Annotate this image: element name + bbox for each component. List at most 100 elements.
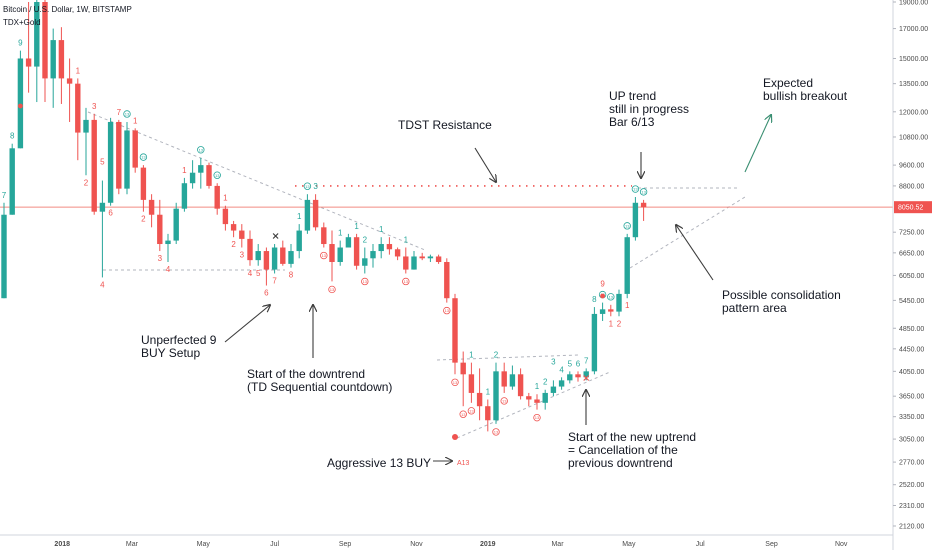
candle [9,143,15,215]
candle [608,304,614,317]
td-count-label: 1 [297,212,302,221]
chart-legend: Bitcoin / U.S. Dollar, 1W, BITSTAMP TDX+… [3,3,132,29]
candle-body [517,374,524,397]
td-sequential-layer: 7891234567123412123456781231121111212345… [2,39,648,440]
candle-body [534,399,540,403]
candle [444,258,450,303]
td-countdown-label: 13 [633,187,638,192]
y-tick-label: 3350.00 [899,414,924,421]
x-tick-label: Mar [551,541,564,548]
cross-stroke [583,375,590,381]
td-count-label: 1 [535,382,540,391]
td-countdown-circle [607,293,615,301]
td-countdown-circle [467,407,476,415]
candle [165,233,171,262]
x-marker-2019 [583,375,590,381]
candle [263,247,270,286]
annotation-expected-breakout-line: Expected [763,76,813,90]
td-countdown-marker: 13 [361,277,369,286]
candle-body [312,199,319,228]
candle-body [567,374,573,381]
y-tick-label: 4450.00 [899,346,924,353]
td-count-label: 1 [354,222,359,231]
candle-body [378,244,384,252]
td-countdown-circle [639,188,648,196]
candle-body [304,199,311,231]
candle-body [542,392,548,403]
candle [17,50,24,149]
candle [452,293,458,375]
x-tick-label: 2019 [480,541,496,548]
td-countdown-label: 13 [404,279,409,284]
candle-body [476,392,483,407]
candle [616,289,622,317]
candle-body [50,40,56,79]
x-tick-label: Sep [765,541,778,548]
y-tick-label: 2770.00 [899,460,924,467]
candle [255,244,261,266]
y-tick-label: 9600.00 [899,163,924,170]
candle [198,157,204,189]
annotation-unperfected-9-line: Unperfected 9 [141,333,217,347]
arrow-expected-breakout [744,115,771,173]
td-countdown-label: 13 [641,189,646,194]
td-count-label: 6 [576,359,581,368]
candle [99,180,106,278]
annotation-unperfected-9-line: BUY Setup [141,346,200,360]
td-count-label: 3 [313,182,318,191]
candle-body [91,119,97,212]
x-tick-label: Nov [410,541,423,548]
td-countdown-circle [500,397,508,405]
td-count-label: 7 [2,191,7,200]
td-countdown-circle [623,222,631,230]
candle-body [42,2,48,79]
symbol-title: Bitcoin / U.S. Dollar, 1W, BITSTAMP [3,5,132,14]
td-countdown-label: 13 [125,112,130,117]
candle-body [214,185,220,209]
td-count-label: 3 [551,357,556,366]
y-tick-label: 6650.00 [899,250,924,257]
td-count-label: 1 [133,116,138,125]
candle [312,194,319,231]
y-tick-label: 7250.00 [899,230,924,237]
candle [329,230,335,282]
td-count-label: 2 [141,215,146,224]
annotation-tdst-resistance-line: TDST Resistance [398,118,492,132]
arrow-tdst-resistance [474,147,496,182]
td-count-label: 4 [166,265,171,274]
td-count-label: 1 [338,229,343,238]
candle [345,233,352,248]
candle [247,230,253,266]
candle [181,177,188,212]
y-tick-label: 3650.00 [899,394,924,401]
candle-body [362,258,368,266]
candle [386,237,393,255]
td-countdown-label: 13 [363,279,368,284]
candle [124,121,130,195]
candle-body [403,256,409,270]
candle-body [173,208,179,241]
candle [271,244,278,274]
x-tick-label: 2018 [54,541,70,548]
td-count-label: 6 [264,289,269,298]
candle-body [452,298,458,363]
candle-body [624,237,630,294]
candle-body [124,130,130,189]
sell-setup-dot [18,103,23,109]
candle [157,199,163,252]
candle-body [247,238,253,261]
candle-body [394,249,401,257]
candle [476,368,483,421]
candle-body [1,214,7,299]
x-tick-label: May [622,541,636,548]
td-countdown-marker: 13 [492,428,500,436]
candle [239,224,245,248]
candle-body [222,208,229,225]
td-countdown-circle [320,251,328,260]
td-countdown-marker: 13 [443,306,451,315]
y-tick-label: 6050.00 [899,273,924,280]
td-countdown-label: 13 [469,408,474,413]
